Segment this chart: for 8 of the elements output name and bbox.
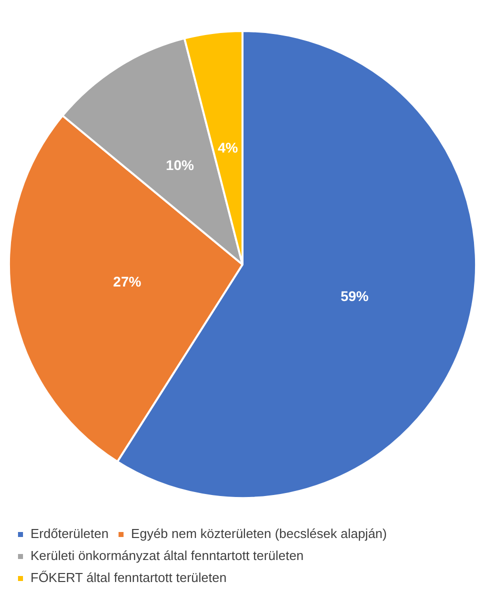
data-label: 27% bbox=[113, 274, 142, 290]
data-label: 4% bbox=[218, 140, 239, 156]
data-label: 59% bbox=[340, 288, 370, 304]
legend-label: Erdőterületen bbox=[30, 526, 109, 542]
legend-label: FŐKERT által fenntartott területen bbox=[30, 570, 227, 586]
data-label: 10% bbox=[166, 156, 194, 173]
legend-label: Kerületi önkormányzat által fenntartott területen bbox=[30, 548, 304, 564]
legend-label: Egyéb nem közterületen (becslések alapján) bbox=[131, 526, 387, 542]
